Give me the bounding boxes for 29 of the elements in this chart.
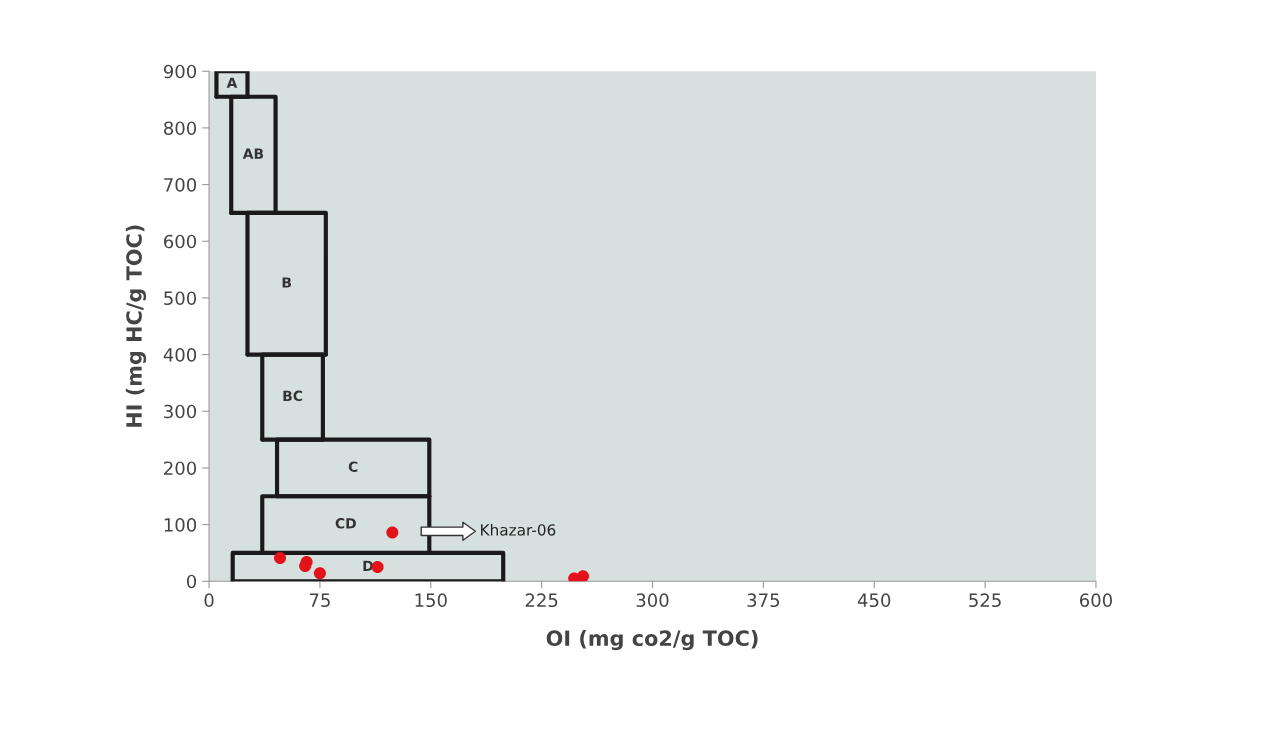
x-tick-label: 75 bbox=[309, 593, 330, 608]
y-axis-title: HI (mg HC/g TOC) bbox=[125, 225, 147, 427]
series-label: D bbox=[363, 560, 373, 571]
series-label: BC bbox=[283, 390, 303, 402]
series-label: AB bbox=[242, 148, 264, 159]
x-tick-label: 225 bbox=[525, 593, 558, 608]
y-tick-label: 500 bbox=[164, 291, 197, 306]
annotation: Khazar-06 bbox=[481, 523, 556, 536]
y-tick-label: 600 bbox=[164, 234, 197, 249]
y-tick-label: 200 bbox=[164, 461, 197, 476]
y-tick-label: 400 bbox=[163, 348, 197, 362]
text: B bbox=[282, 277, 291, 288]
y-tick-label: 900 bbox=[163, 64, 197, 79]
x-tick-label: 375 bbox=[747, 593, 780, 608]
series-label: CD bbox=[335, 518, 356, 529]
y-tick-label: 100 bbox=[164, 518, 197, 532]
x-tick-label: 450 bbox=[857, 593, 891, 608]
x-tick-label: 525 bbox=[969, 593, 1001, 608]
y-tick-label: 700 bbox=[164, 178, 197, 192]
x-tick-label: 0 bbox=[204, 593, 214, 608]
x-tick-label: 300 bbox=[636, 593, 669, 608]
y-tick-label: 800 bbox=[164, 121, 197, 136]
x-tick-label: 150 bbox=[415, 593, 447, 608]
y-tick-label: 0 bbox=[186, 574, 197, 589]
series-label: A bbox=[226, 77, 238, 88]
x-tick-label: 600 bbox=[1079, 593, 1112, 608]
series-label: C bbox=[348, 461, 358, 472]
y-tick-label: 300 bbox=[164, 404, 197, 419]
x-axis-title: OI (mg co2/g TOC) bbox=[546, 629, 758, 651]
